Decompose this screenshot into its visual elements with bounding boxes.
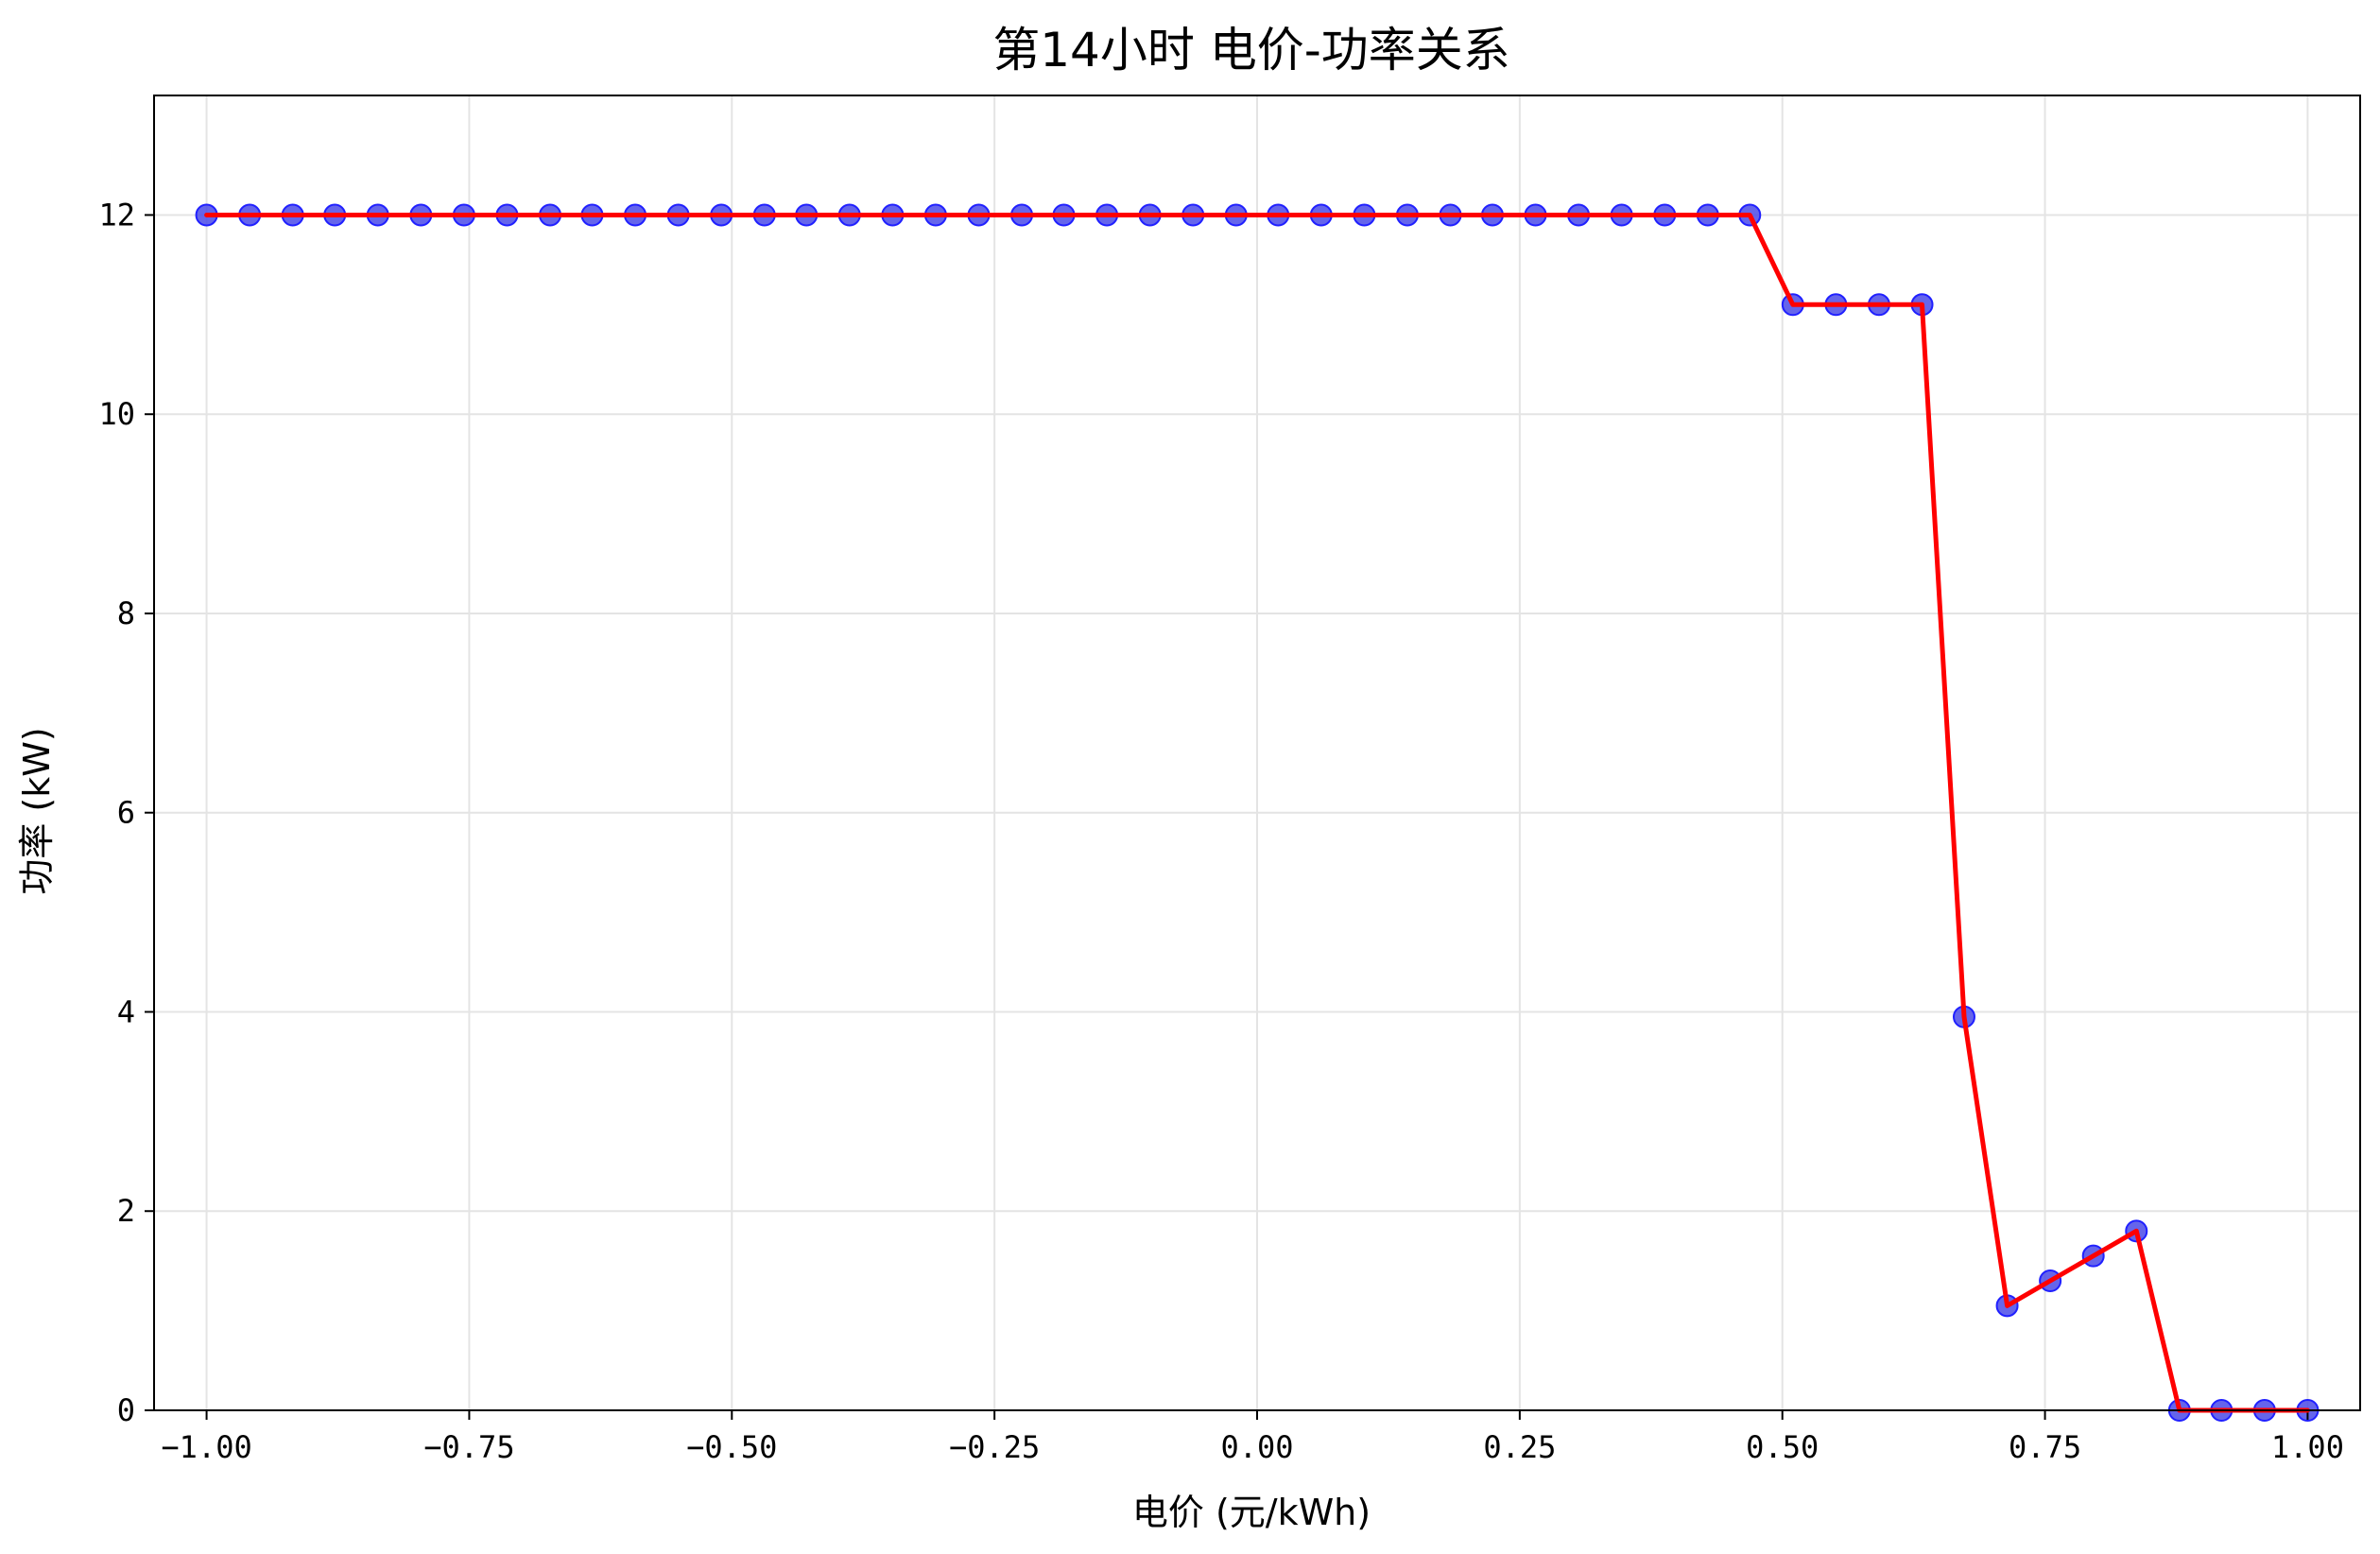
- y-tick-label: 4: [117, 993, 135, 1029]
- x-tick-label: 0.00: [1220, 1429, 1293, 1465]
- x-tick-label: 0.50: [1746, 1429, 1819, 1465]
- plot-frame: [153, 95, 2361, 1411]
- x-tick-label: −0.75: [423, 1429, 514, 1465]
- y-tick-label: 12: [98, 197, 135, 233]
- x-tick-label: −0.50: [686, 1429, 777, 1465]
- x-tick-label: −0.25: [949, 1429, 1040, 1465]
- y-axis-label: 功率 (kW): [16, 727, 58, 894]
- y-tick-label: 10: [98, 396, 135, 432]
- series-line: [204, 213, 2310, 1413]
- x-axis-label: 电价 (元/kWh): [1132, 1492, 1371, 1533]
- y-axis-ticks: 0 2 4 6 8 10 12: [98, 197, 154, 1428]
- y-tick-label: 8: [117, 596, 135, 631]
- x-tick-label: 0.75: [2009, 1429, 2081, 1465]
- x-tick-label: 1.00: [2271, 1429, 2344, 1465]
- x-axis-ticks: −1.00 −0.75 −0.50 −0.25 0.00 0.25 0.50 0.75 1.00: [161, 1410, 2344, 1465]
- y-tick-label: 2: [117, 1193, 135, 1229]
- x-tick-label: −1.00: [161, 1429, 251, 1465]
- y-tick-label: 6: [117, 795, 135, 831]
- series-line-layer: [204, 213, 2310, 1413]
- x-tick-label: 0.25: [1483, 1429, 1556, 1465]
- chart-title: 第14小时 电价-功率关系: [992, 23, 1510, 78]
- y-tick-label: 0: [117, 1392, 135, 1428]
